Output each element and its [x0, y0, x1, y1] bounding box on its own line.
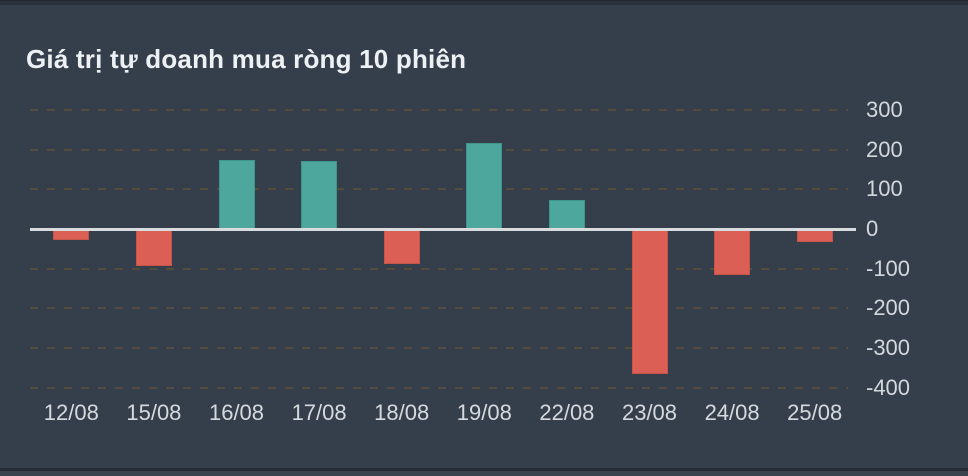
bar-12/08[interactable] [53, 230, 90, 241]
x-axis-label-23/08: 23/08 [621, 400, 678, 425]
card-bottom-edge [0, 471, 968, 476]
y-axis-label--200: -200 [866, 295, 911, 321]
gridline--400 [30, 386, 848, 389]
x-axis-label-25/08: 25/08 [787, 400, 843, 425]
x-axis-label-16/08: 16/08 [208, 400, 265, 425]
x-axis-label-22/08: 22/08 [539, 400, 595, 425]
y-axis-label-100: 100 [866, 176, 903, 202]
gridline-200 [30, 148, 848, 151]
y-axis-label--300: -300 [866, 335, 911, 360]
bar-15/08[interactable] [135, 230, 172, 267]
y-axis-label-300: 300 [866, 96, 903, 122]
bar-24/08[interactable] [714, 230, 751, 276]
y-axis-label-200: 200 [866, 136, 903, 162]
bar-17/08[interactable] [301, 160, 338, 229]
x-axis-label-15/08: 15/08 [126, 400, 182, 425]
zero-axis-line [30, 227, 856, 231]
bar-22/08[interactable] [548, 200, 585, 229]
gridline--300 [30, 347, 848, 349]
y-axis-label--400: -400 [866, 374, 911, 400]
x-axis-label-12/08: 12/08 [43, 400, 99, 425]
x-axis-label-24/08: 24/08 [704, 400, 760, 425]
gridline-100 [30, 188, 848, 191]
bar-19/08[interactable] [466, 142, 503, 229]
x-axis-label-18/08: 18/08 [374, 400, 430, 425]
chart-title: Giá trị tự doanh mua ròng 10 phiên [26, 44, 467, 74]
card-bottom-border [0, 468, 968, 471]
x-axis-label-19/08: 19/08 [456, 400, 512, 425]
bar-23/08[interactable] [631, 230, 668, 375]
bar-25/08[interactable] [796, 230, 833, 242]
y-axis-label-0: 0 [866, 216, 879, 241]
gridline--200 [30, 307, 848, 310]
card-top-edge [0, 0, 968, 5]
gridline-300 [30, 108, 848, 111]
gridline--100 [30, 267, 848, 270]
x-axis-label-17/08: 17/08 [291, 400, 347, 425]
bar-18/08[interactable] [383, 230, 420, 265]
y-axis-label--100: -100 [866, 255, 911, 281]
bar-16/08[interactable] [218, 159, 255, 229]
